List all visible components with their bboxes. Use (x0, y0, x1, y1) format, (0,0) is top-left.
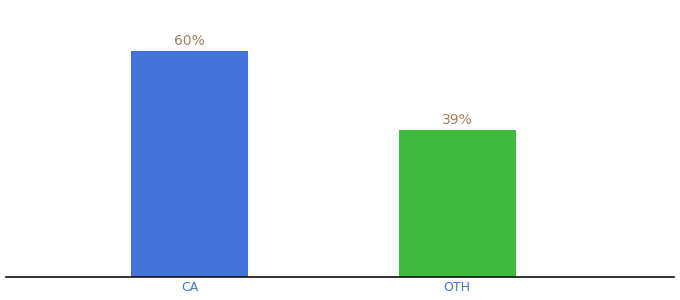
Bar (398, 130, 515, 277)
Text: 60%: 60% (174, 34, 205, 48)
Bar (131, 51, 248, 277)
Text: 39%: 39% (442, 113, 473, 127)
